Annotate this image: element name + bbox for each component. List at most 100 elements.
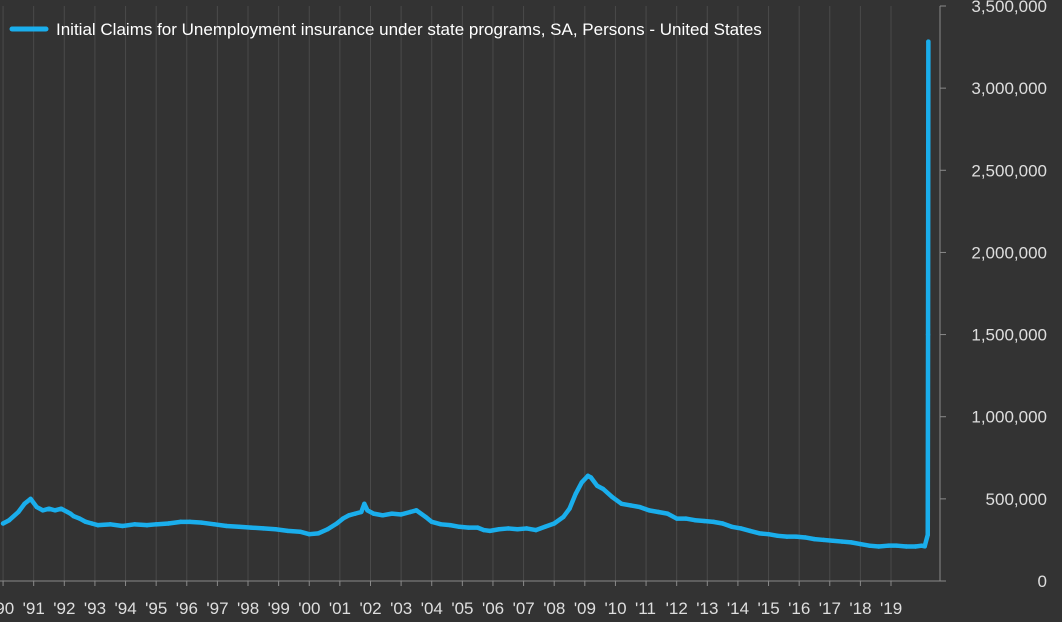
data-point-0-50	[423, 514, 428, 520]
data-point-0-21	[153, 522, 159, 527]
data-point-0-96	[812, 536, 817, 542]
data-point-0-15	[89, 521, 95, 526]
data-point-0-93	[784, 534, 790, 539]
data-point-0-38	[340, 516, 346, 521]
data-point-0-63	[533, 527, 539, 533]
data-point-0-107	[913, 544, 918, 549]
data-point-0-58	[487, 528, 493, 534]
data-point-0-76	[628, 503, 633, 508]
data-point-0-18	[120, 523, 125, 529]
data-point-0-69	[579, 480, 584, 485]
y-tick-label-1: 500,000	[986, 490, 1047, 509]
x-tick-label-24: '14	[727, 599, 749, 618]
legend-entry: Initial Claims for Unemployment insuranc…	[56, 20, 762, 39]
y-tick-label-5: 2,500,000	[971, 161, 1047, 180]
gridlines	[2, 6, 892, 581]
data-point-0-20	[144, 522, 150, 528]
data-point-0-9	[59, 506, 64, 511]
data-point-0-59	[496, 527, 502, 532]
data-point-0-90	[757, 531, 762, 536]
x-tick-label-27: '17	[819, 599, 841, 618]
data-point-0-87	[729, 524, 734, 529]
data-point-0-91	[766, 531, 771, 537]
x-tick-label-26: '16	[788, 599, 810, 618]
data-point-0-55	[466, 525, 471, 530]
data-point-0-72	[594, 483, 600, 488]
data-point-0-56	[475, 525, 480, 530]
y-tick-label-0: 0	[1038, 572, 1047, 591]
data-point-0-104	[885, 543, 891, 548]
x-tick-label-5: '95	[145, 599, 167, 618]
data-point-0-36	[325, 527, 330, 532]
data-point-0-33	[297, 529, 303, 534]
data-point-0-64	[542, 524, 548, 529]
data-point-0-30	[261, 526, 266, 531]
data-point-0-111	[925, 332, 931, 337]
data-point-0-54	[457, 524, 462, 529]
data-point-0-40	[352, 511, 358, 516]
data-point-0-12	[71, 513, 76, 519]
data-point-0-31	[273, 527, 278, 532]
x-tick-label-12: '02	[359, 599, 381, 618]
data-point-0-23	[178, 519, 183, 525]
data-point-0-81	[674, 516, 679, 521]
data-point-0-5	[34, 504, 39, 510]
data-point-0-39	[346, 513, 352, 518]
data-point-0-24	[187, 519, 193, 525]
x-tick-label-19: '09	[574, 599, 596, 618]
x-tick-label-15: '05	[451, 599, 473, 618]
data-point-0-17	[108, 522, 113, 527]
legend: Initial Claims for Unemployment insuranc…	[9, 20, 762, 39]
x-tick-label-3: '93	[84, 599, 106, 618]
data-point-0-11	[68, 511, 73, 516]
x-tick-label-14: '04	[421, 599, 443, 618]
data-point-0-86	[720, 521, 725, 526]
x-tick-label-2: '92	[53, 599, 75, 618]
data-point-0-61	[515, 527, 520, 532]
x-axis-tick-labels: '90 '91 '92 '93 '94 '95 '96 '97 '98 '99 '00 '01 '02 '…	[0, 599, 902, 618]
data-point-0-82	[683, 516, 689, 521]
data-point-0-14	[83, 519, 88, 525]
data-point-0-99	[839, 539, 845, 544]
data-point-0-65	[552, 521, 557, 526]
x-tick-label-17: '07	[513, 599, 535, 618]
x-tick-label-8: '98	[237, 599, 259, 618]
data-point-0-109	[922, 544, 927, 549]
data-point-0-4	[28, 496, 33, 502]
x-tick-label-9: '99	[268, 599, 290, 618]
x-tick-label-1: '91	[23, 599, 45, 618]
data-point-0-27	[224, 523, 229, 529]
data-point-0-13	[77, 516, 82, 521]
data-point-0-0	[0, 521, 6, 526]
data-point-0-88	[738, 526, 744, 531]
x-tick-label-10: '00	[298, 599, 320, 618]
data-point-0-47	[398, 512, 404, 517]
data-point-0-79	[656, 509, 661, 515]
data-point-0-2	[16, 509, 21, 515]
data-point-0-34	[307, 531, 312, 537]
x-tick-label-11: '01	[329, 599, 351, 618]
data-point-0-68	[573, 491, 578, 497]
data-point-0-105	[894, 543, 900, 548]
data-point-0-8	[52, 508, 58, 513]
data-point-0-49	[414, 508, 419, 513]
x-tick-label-0: '90	[0, 599, 14, 618]
data-point-0-101	[858, 541, 863, 547]
data-point-0-52	[438, 522, 444, 527]
data-point-0-6	[40, 508, 46, 513]
data-point-0-89	[747, 528, 753, 534]
data-point-0-62	[524, 526, 529, 531]
x-tick-label-25: '15	[758, 599, 780, 618]
data-point-0-19	[132, 522, 137, 527]
data-point-0-28	[236, 524, 242, 529]
x-tick-label-18: '08	[543, 599, 565, 618]
x-tick-label-4: '94	[115, 599, 137, 618]
data-point-0-43	[365, 508, 370, 513]
x-tick-label-20: '10	[604, 599, 626, 618]
data-point-0-44	[371, 511, 376, 516]
y-tick-label-6: 3,000,000	[971, 79, 1047, 98]
data-point-0-35	[316, 531, 321, 536]
x-tick-label-29: '19	[880, 599, 902, 618]
